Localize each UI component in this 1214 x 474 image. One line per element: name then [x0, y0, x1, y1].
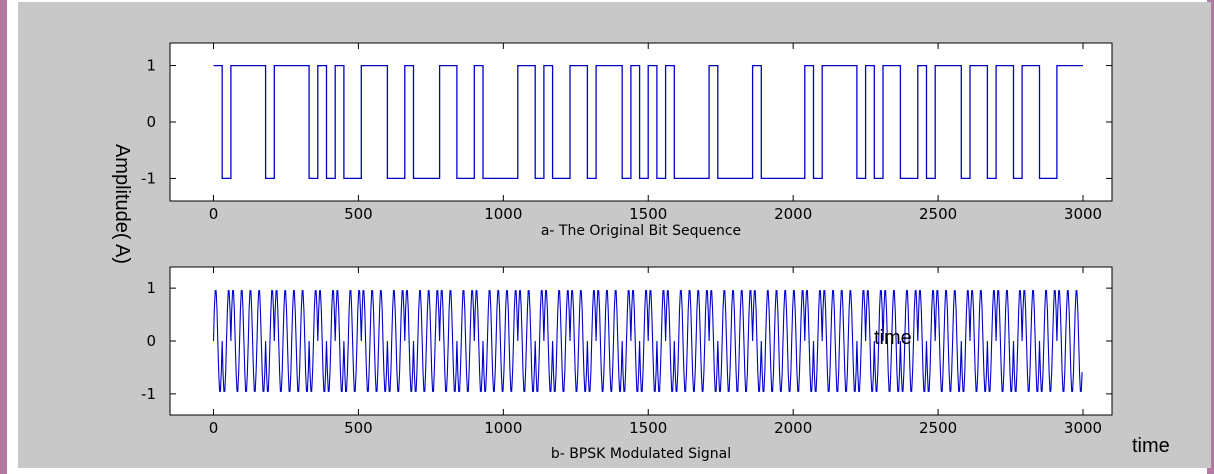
- x-tick-label: 3000: [1064, 205, 1102, 223]
- x-tick-label: 1500: [629, 205, 667, 223]
- x-tick-label: 500: [344, 419, 373, 437]
- x-tick-label: 1500: [629, 419, 667, 437]
- y-tick-label: 1: [146, 279, 156, 297]
- outside-time-label: time: [1132, 435, 1170, 457]
- x-tick-label: 3000: [1064, 419, 1102, 437]
- y-tick-label: -1: [141, 385, 156, 403]
- x-tick-label: 1000: [484, 419, 522, 437]
- inside-time-annotation: time: [874, 327, 912, 349]
- x-tick-label: 2500: [919, 419, 957, 437]
- axes-bit-sequence-background: [170, 43, 1112, 201]
- x-tick-label: 0: [209, 205, 219, 223]
- x-tick-label: 2000: [774, 419, 812, 437]
- x-tick-label: 2500: [919, 205, 957, 223]
- x-tick-label: 0: [209, 419, 219, 437]
- y-tick-label: 1: [146, 57, 156, 75]
- y-tick-label: 0: [146, 332, 156, 350]
- axes-bit-sequence: 0 500 1000 1500 2000 2500 3000 -1 0 1 a- The Orig…: [141, 43, 1112, 239]
- bpsk-signal-xlabel: b- BPSK Modulated Signal: [551, 446, 731, 462]
- x-tick-label: 500: [344, 205, 373, 223]
- y-tick-label: 0: [146, 113, 156, 131]
- axes-bpsk-signal: 0 500 1000 1500 2000 2500 3000 -1 0 1 time b- BPS…: [141, 267, 1112, 462]
- figure-background: 0 500 1000 1500 2000 2500 3000 -1 0 1 a- The Orig…: [18, 2, 1211, 468]
- x-tick-label: 1000: [484, 205, 522, 223]
- y-tick-label: -1: [141, 169, 156, 187]
- bit-sequence-xlabel: a- The Original Bit Sequence: [541, 223, 741, 239]
- x-tick-label: 2000: [774, 205, 812, 223]
- figure-canvas: 0 500 1000 1500 2000 2500 3000-101 a- The Orig…: [18, 2, 1211, 468]
- y-axis-label: Amplitude( A): [111, 144, 133, 264]
- axes-bpsk-signal-background: [170, 267, 1112, 415]
